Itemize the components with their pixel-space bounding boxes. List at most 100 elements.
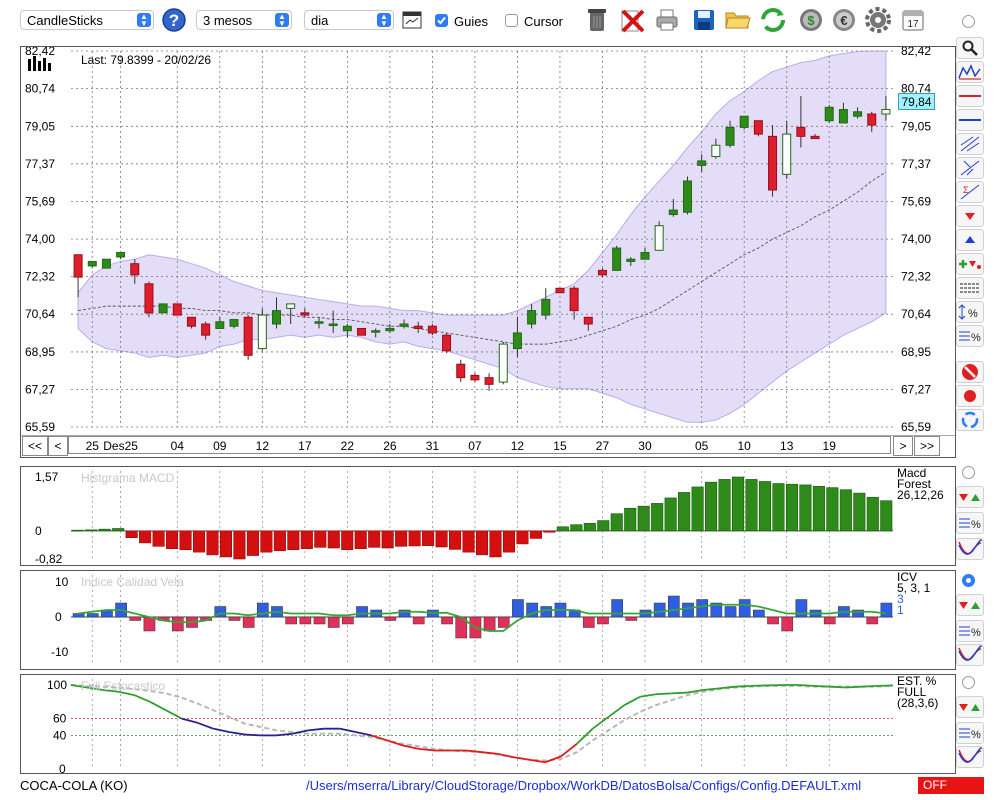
icv-signals-button[interactable] (956, 594, 984, 616)
down-arrow-red-button[interactable] (956, 205, 984, 227)
macd-percent-button[interactable]: % (956, 512, 984, 534)
chevron-updown-icon: ▲ ▼ (377, 13, 391, 28)
record-icon[interactable] (956, 385, 984, 407)
stoch-main-segment (639, 693, 657, 698)
trendline-tool-button[interactable] (956, 157, 984, 179)
macd-legend-line-3: 26,12,26 (897, 488, 944, 502)
date-tick: 17 (298, 439, 312, 453)
icv-tick: 10 (55, 575, 69, 589)
candle-body (668, 209, 678, 216)
cursor-checkbox[interactable] (505, 14, 518, 27)
percent-range-button[interactable]: % (956, 301, 984, 323)
macd-panel-radio[interactable] (962, 466, 975, 479)
help-icon[interactable]: ? (160, 6, 188, 34)
nav-next-button[interactable]: > (893, 436, 913, 456)
stoch-main-segment (213, 727, 230, 733)
window-icon[interactable] (400, 6, 424, 34)
icv-panel[interactable]: 10 0 -10 Indice Calidad Vela (20, 570, 956, 670)
save-icon[interactable] (690, 6, 718, 34)
macd-bar (152, 530, 165, 547)
icv-panel-radio[interactable] (962, 574, 975, 587)
candle-body (456, 363, 466, 379)
stoch-percent-button[interactable]: % (956, 722, 984, 744)
trash-icon[interactable] (583, 6, 611, 34)
price-panel[interactable]: 82,42 82,42 80,74 80,74 79,05 79,05 77,37 77,37… (20, 46, 956, 458)
swap-icon[interactable] (956, 409, 984, 431)
guides-checkbox[interactable] (435, 14, 448, 27)
macd-bar (408, 530, 421, 547)
svg-text:Σ: Σ (963, 185, 969, 195)
price-tick-right: 77,37 (901, 157, 931, 171)
grid-lines-button[interactable] (956, 277, 984, 299)
chart-style-button[interactable] (956, 61, 984, 83)
candle-body (512, 332, 522, 350)
icv-percent-button[interactable]: % (956, 620, 984, 642)
icv-bar (313, 616, 326, 625)
euro-icon[interactable]: € (830, 6, 858, 34)
macd-tick: 1,57 (35, 470, 59, 484)
nav-first-button[interactable]: << (22, 436, 48, 456)
dollar-sync-icon[interactable]: $ (797, 6, 825, 34)
gear-icon[interactable] (864, 6, 892, 34)
icv-curve-button[interactable] (956, 644, 984, 666)
date-tick: 25 (86, 439, 100, 453)
icv-bar (795, 599, 808, 618)
delete-icon[interactable] (618, 6, 646, 34)
stoch-signals-button[interactable] (956, 696, 984, 718)
svg-text:$: $ (807, 13, 815, 28)
stoch-panel[interactable]: 100 60 40 0 Full Estocastico (20, 674, 956, 774)
candlestick-chart[interactable]: 82,42 82,42 80,74 80,74 79,05 79,05 77,37 77,37… (21, 47, 955, 457)
date-tick: 27 (596, 439, 610, 453)
nav-prev-button[interactable]: < (48, 436, 68, 456)
stoch-main-segment (813, 684, 830, 688)
macd-panel[interactable]: 1,57 0 -0,82 Histgrama MACD (20, 466, 956, 566)
candle-body (158, 303, 168, 314)
off-indicator[interactable]: OFF (918, 777, 984, 794)
candle-body (87, 260, 97, 267)
stoch-main-segment (149, 701, 167, 711)
stoch-main-segment (687, 689, 704, 694)
zoom-tool-button[interactable] (956, 37, 984, 59)
candle-body (342, 325, 352, 332)
config-path-link[interactable]: /Users/mserra/Library/CloudStorage/Dropb… (306, 778, 862, 793)
interval-select[interactable]: dia ▲ ▼ (304, 10, 394, 30)
refresh-icon[interactable] (759, 6, 787, 34)
icv-bar (129, 616, 142, 621)
price-tick-left: 79,05 (25, 119, 55, 133)
candle-body (583, 316, 593, 325)
channel-tool-button[interactable] (956, 133, 984, 155)
price-tick-right: 79,05 (901, 119, 931, 133)
macd-curve-button[interactable] (956, 538, 984, 560)
chart-type-select[interactable]: CandleSticks ▲ ▼ (20, 10, 154, 30)
folder-icon[interactable] (724, 6, 752, 34)
icv-bar (880, 602, 893, 618)
print-icon[interactable] (653, 6, 681, 34)
period-select[interactable]: 3 mesos ▲ ▼ (196, 10, 292, 30)
buy-sell-signal-button[interactable] (956, 253, 984, 275)
horizontal-line-red-button[interactable] (956, 85, 984, 107)
price-tick-right: 74,00 (901, 232, 931, 246)
up-arrow-blue-button[interactable] (956, 229, 984, 251)
macd-bar (449, 530, 462, 550)
fibonacci-tool-button[interactable]: Σ (956, 181, 984, 203)
percent-lines-button[interactable]: % (956, 325, 984, 347)
stoch-curve-button[interactable] (956, 746, 984, 768)
horizontal-line-blue-button[interactable] (956, 109, 984, 131)
stoch-tick: 40 (53, 728, 67, 742)
macd-bar (395, 530, 408, 547)
calendar-icon[interactable]: 17 (899, 6, 927, 34)
candle-body (597, 269, 607, 276)
candle-body (201, 323, 211, 336)
nav-last-button[interactable]: >> (914, 436, 940, 456)
stop-icon[interactable] (956, 361, 984, 383)
macd-bar (785, 483, 798, 532)
stoch-panel-radio[interactable] (962, 676, 975, 689)
macd-signals-button[interactable] (956, 486, 984, 508)
candle-body (498, 343, 508, 383)
icv-bar (256, 602, 269, 618)
date-range-track[interactable] (68, 436, 891, 454)
stoch-main-segment (703, 687, 720, 691)
price-panel-radio[interactable] (962, 15, 975, 28)
icv-bar (866, 616, 879, 625)
candle-body (768, 135, 778, 191)
